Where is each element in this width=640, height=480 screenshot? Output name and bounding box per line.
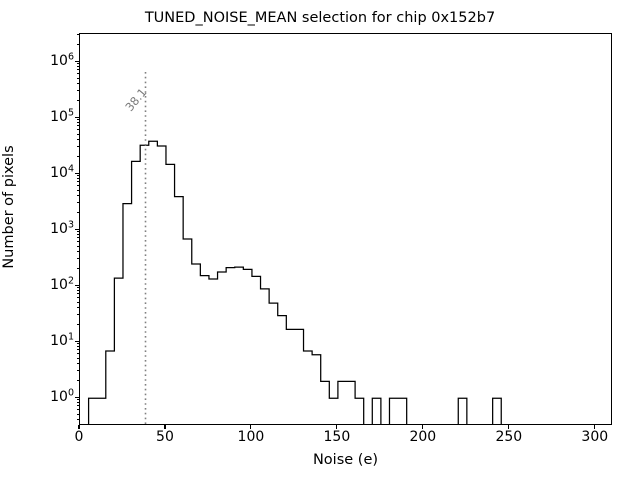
x-tick-mark <box>164 425 166 429</box>
y-tick-label: 102 <box>50 275 74 294</box>
y-minor-tick-mark <box>76 63 79 65</box>
y-minor-tick-mark <box>76 119 79 121</box>
y-tick-label: 104 <box>50 163 74 182</box>
y-minor-tick-mark <box>76 69 79 71</box>
y-minor-tick-mark <box>76 287 79 289</box>
y-tick-mark <box>75 60 79 62</box>
y-minor-tick-mark <box>76 34 79 36</box>
y-minor-tick-mark <box>76 181 79 183</box>
y-minor-tick-mark <box>76 258 79 260</box>
y-minor-tick-mark <box>76 175 79 177</box>
y-minor-tick-mark <box>76 122 79 124</box>
y-minor-tick-mark <box>76 178 79 180</box>
y-minor-tick-mark <box>76 307 79 309</box>
y-minor-tick-mark <box>76 314 79 316</box>
y-tick-mark <box>75 228 79 230</box>
x-tick-label: 150 <box>323 429 351 445</box>
y-tick-label: 101 <box>50 331 74 350</box>
y-tick-mark <box>75 116 79 118</box>
y-minor-tick-mark <box>76 245 79 247</box>
y-minor-tick-mark <box>76 413 79 415</box>
y-minor-tick-mark <box>76 231 79 233</box>
histogram-svg <box>87 72 502 424</box>
y-minor-tick-mark <box>76 237 79 239</box>
x-tick-mark <box>422 425 424 429</box>
histogram-step-line <box>87 140 502 424</box>
y-minor-tick-mark <box>76 83 79 85</box>
x-tick-label: 100 <box>237 429 265 445</box>
plot-area <box>79 33 612 425</box>
y-minor-tick-mark <box>76 139 79 141</box>
x-tick-label: 0 <box>74 429 84 445</box>
y-minor-tick-mark <box>76 349 79 351</box>
x-tick-label: 50 <box>156 429 174 445</box>
y-minor-tick-mark <box>76 241 79 243</box>
y-minor-tick-mark <box>76 399 79 401</box>
y-axis-label: Number of pixels <box>1 145 17 269</box>
y-tick-mark <box>75 284 79 286</box>
chart-title: TUNED_NOISE_MEAN selection for chip 0x15… <box>144 10 496 26</box>
y-minor-tick-mark <box>76 155 79 157</box>
y-minor-tick-mark <box>76 293 79 295</box>
y-minor-tick-mark <box>76 370 79 372</box>
y-minor-tick-mark <box>76 234 79 236</box>
histogram-outline <box>87 140 502 424</box>
y-minor-tick-mark <box>76 363 79 365</box>
y-minor-tick-mark <box>76 297 79 299</box>
y-minor-tick-mark <box>76 357 79 359</box>
y-tick-mark <box>75 396 79 398</box>
y-tick-label: 103 <box>50 219 74 238</box>
x-tick-mark <box>336 425 338 429</box>
y-minor-tick-mark <box>76 379 79 381</box>
x-tick-label: 250 <box>495 429 523 445</box>
x-tick-mark <box>594 425 596 429</box>
y-tick-mark <box>75 172 79 174</box>
y-minor-tick-mark <box>76 353 79 355</box>
y-minor-tick-mark <box>76 43 79 45</box>
y-minor-tick-mark <box>76 73 79 75</box>
x-tick-mark <box>78 425 80 429</box>
y-minor-tick-mark <box>76 323 79 325</box>
y-minor-tick-mark <box>76 202 79 204</box>
y-minor-tick-mark <box>76 129 79 131</box>
y-minor-tick-mark <box>76 66 79 68</box>
x-tick-mark <box>250 425 252 429</box>
y-tick-label: 106 <box>50 51 74 70</box>
x-tick-label: 200 <box>409 429 437 445</box>
y-minor-tick-mark <box>76 346 79 348</box>
y-minor-tick-mark <box>76 343 79 345</box>
y-minor-tick-mark <box>76 146 79 148</box>
y-minor-tick-mark <box>76 189 79 191</box>
y-minor-tick-mark <box>76 99 79 101</box>
y-minor-tick-mark <box>76 211 79 213</box>
y-minor-tick-mark <box>76 77 79 79</box>
y-minor-tick-mark <box>76 195 79 197</box>
y-minor-tick-mark <box>76 419 79 421</box>
y-minor-tick-mark <box>76 301 79 303</box>
y-tick-label: 100 <box>50 387 74 406</box>
y-minor-tick-mark <box>76 185 79 187</box>
y-minor-tick-mark <box>76 251 79 253</box>
x-tick-mark <box>508 425 510 429</box>
y-minor-tick-mark <box>76 402 79 404</box>
y-minor-tick-mark <box>76 125 79 127</box>
y-minor-tick-mark <box>76 405 79 407</box>
y-minor-tick-mark <box>76 90 79 92</box>
y-minor-tick-mark <box>76 133 79 135</box>
x-axis-label: Noise (e) <box>312 452 379 468</box>
x-tick-label: 300 <box>581 429 609 445</box>
y-minor-tick-mark <box>76 267 79 269</box>
y-tick-label: 105 <box>50 107 74 126</box>
y-tick-mark <box>75 340 79 342</box>
y-minor-tick-mark <box>76 290 79 292</box>
y-minor-tick-mark <box>76 409 79 411</box>
